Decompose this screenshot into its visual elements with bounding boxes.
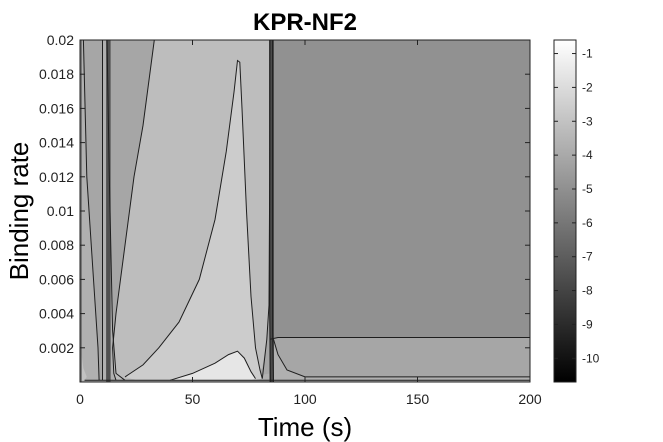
y-tick-label: 0.018 — [39, 66, 74, 82]
colorbar-tick-label: -2 — [582, 80, 593, 94]
contour-region-6 — [170, 351, 256, 381]
x-axis: 0 50 100 150 200 — [76, 40, 542, 407]
contour-region-7 — [80, 347, 87, 381]
y-tick-label: 0.008 — [39, 237, 74, 253]
y-axis-label: Binding rate — [4, 142, 34, 281]
y-tick-label: 0.014 — [39, 135, 74, 151]
contour-region-0 — [270, 40, 530, 340]
contour-line-8 — [82, 40, 100, 381]
y-tick-label: 0.004 — [39, 306, 74, 322]
colorbar-tick-label: -6 — [582, 216, 593, 230]
colorbar-ticks: -1 -2 -3 -4 -5 -6 -7 -8 -9 -10 — [554, 47, 600, 365]
contour-regions — [80, 40, 530, 381]
chart-title: KPR-NF2 — [253, 9, 357, 36]
y-tick-label: 0.012 — [39, 169, 74, 185]
colorbar: -1 -2 -3 -4 -5 -6 -7 -8 -9 -10 — [553, 39, 600, 383]
colorbar-tick-label: -5 — [582, 182, 593, 196]
contour-line-3 — [169, 350, 256, 381]
y-tick-label: 0.01 — [47, 203, 74, 219]
contour-region-2 — [273, 337, 530, 377]
contour-line-1 — [112, 40, 155, 381]
y-tick-label: 0.016 — [39, 100, 74, 116]
colorbar-tick-label: -7 — [582, 250, 593, 264]
dark-band-1 — [269, 40, 274, 382]
colorbar-tick-label: -4 — [582, 148, 593, 162]
x-tick-label: 50 — [185, 391, 201, 407]
contour-lines — [82, 40, 530, 382]
x-tick-label: 200 — [518, 391, 542, 407]
y-axis: 0.002 0.004 0.006 0.008 0.01 0.012 0.014 0.016 0… — [39, 32, 530, 356]
y-tick-label: 0.002 — [39, 340, 74, 356]
contour-line-10 — [261, 40, 271, 379]
dark-band-0 — [106, 40, 111, 382]
contour-line-0 — [106, 40, 126, 381]
x-tick-label: 100 — [293, 391, 317, 407]
y-tick-label: 0.02 — [47, 32, 74, 48]
contour-line-2 — [124, 59, 263, 379]
x-axis-label: Time (s) — [258, 412, 352, 442]
colorbar-tick-label: -1 — [582, 47, 593, 61]
colorbar-tick-label: -3 — [582, 114, 593, 128]
colorbar-gradient — [553, 39, 577, 383]
contour-line-5 — [272, 40, 274, 382]
colorbar-tick-label: -8 — [582, 284, 593, 298]
plot-area — [79, 39, 531, 383]
y-tick-label: 0.006 — [39, 271, 74, 287]
x-tick-label: 150 — [406, 391, 430, 407]
x-tick-label: 0 — [76, 391, 84, 407]
colorbar-tick-label: -10 — [582, 351, 600, 365]
contour-line-6 — [269, 337, 530, 340]
colorbar-tick-label: -9 — [582, 317, 593, 331]
contour-line-7 — [273, 339, 530, 378]
contour-region-3 — [83, 40, 103, 381]
